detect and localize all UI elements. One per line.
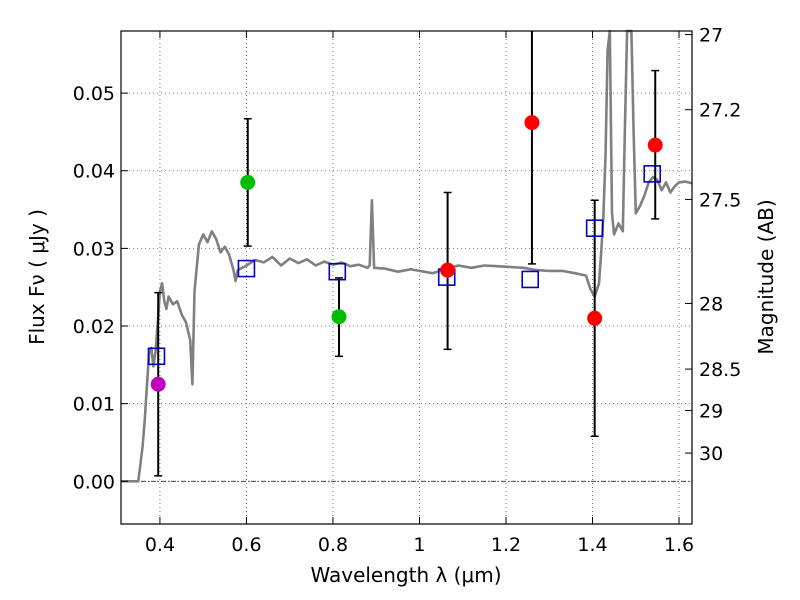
y-tick-label: 0.04: [73, 161, 115, 183]
data-point: [524, 115, 540, 131]
y-tick-label: 0.02: [73, 316, 115, 338]
y2-tick-label: 27: [699, 25, 723, 47]
model-point-square: [147, 347, 166, 366]
sed-model-curve-group: [121, 29, 693, 483]
y-tick-label: 0.01: [73, 394, 115, 416]
data-point: [647, 137, 663, 153]
model-point-square: [643, 165, 662, 183]
plot-background: [121, 31, 692, 524]
model-point-square: [237, 259, 256, 278]
y2-tick-label: 28: [699, 293, 723, 315]
y-axis-ticks: 0.00 0.01 0.02 0.03 0.04 0.05: [73, 83, 128, 493]
y-axis-title: Flux Fν ( μJy ): [25, 209, 49, 345]
x-axis-ticks: 0.4 0.6 0.8 1 1.2 1.4 1.6: [145, 31, 694, 556]
x-tick-label: 1: [413, 534, 425, 556]
data-point: [587, 310, 603, 326]
secondary-y-axis-ticks: 27 27.2 27.5 28 28.5 29 30: [685, 25, 741, 465]
x-tick-label: 1.6: [664, 534, 694, 556]
y2-tick-label: 29: [699, 400, 723, 422]
model-point-square: [328, 262, 347, 281]
y2-tick-label: 27.5: [699, 189, 741, 211]
x-tick-label: 0.6: [231, 534, 261, 556]
y-tick-label: 0.00: [73, 471, 115, 493]
x-tick-label: 0.4: [145, 534, 175, 556]
observed-photometry-points: [150, 115, 663, 392]
data-point: [440, 262, 456, 278]
sed-curve: [121, 29, 693, 483]
y-tick-label: 0.05: [73, 83, 115, 105]
y2-tick-label: 27.2: [699, 100, 741, 122]
x-tick-label: 1.2: [491, 534, 521, 556]
y-tick-label: 0.03: [73, 238, 115, 260]
secondary-y-axis-title: Magnitude (AB): [754, 199, 778, 354]
x-tick-label: 0.8: [318, 534, 348, 556]
model-point-square: [585, 219, 604, 237]
x-tick-label: 1.4: [577, 534, 607, 556]
y2-tick-label: 28.5: [699, 359, 741, 381]
x-axis-title: Wavelength λ (μm): [310, 563, 501, 587]
data-point: [150, 376, 166, 392]
model-point-square: [521, 270, 540, 289]
plot-frame: [120, 30, 693, 525]
data-point: [331, 309, 347, 325]
data-point: [240, 174, 256, 190]
y2-tick-label: 30: [699, 443, 723, 465]
